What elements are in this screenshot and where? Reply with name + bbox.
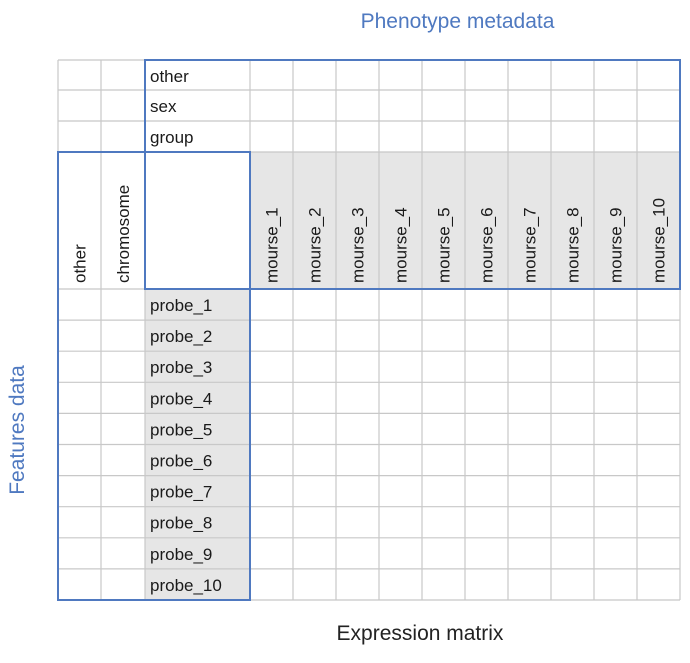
probe-label: probe_2 — [150, 327, 212, 346]
expression-matrix-title: Expression matrix — [336, 622, 504, 645]
probe-label: probe_8 — [150, 514, 212, 533]
phenotype-row-label: other — [150, 67, 189, 86]
sample-label: mourse_2 — [306, 207, 325, 283]
feature-column-label: other — [71, 244, 90, 283]
probe-label: probe_7 — [150, 483, 212, 502]
sample-label: mourse_7 — [521, 207, 540, 283]
probe-label: probe_4 — [150, 389, 212, 408]
sample-label: mourse_5 — [435, 207, 454, 283]
feature-column-label: chromosome — [114, 185, 133, 283]
sample-label: mourse_3 — [349, 207, 368, 283]
sample-label: mourse_8 — [564, 207, 583, 283]
probe-label: probe_5 — [150, 420, 212, 439]
probe-label: probe_9 — [150, 545, 212, 564]
sample-label: mourse_1 — [263, 207, 282, 283]
sample-label: mourse_6 — [478, 207, 497, 283]
sample-label: mourse_4 — [392, 207, 411, 283]
phenotype-metadata-outline — [144, 59, 681, 290]
features-data-outline — [57, 151, 251, 601]
probe-label: probe_6 — [150, 452, 212, 471]
phenotype-row-label: sex — [150, 97, 177, 116]
phenotype-row-label: group — [150, 128, 193, 147]
sample-label: mourse_10 — [650, 198, 669, 283]
phenotype-metadata-title: Phenotype metadata — [360, 10, 555, 33]
probe-label: probe_3 — [150, 358, 212, 377]
probe-label: probe_10 — [150, 576, 222, 595]
probe-label: probe_1 — [150, 296, 212, 315]
sample-label: mourse_9 — [607, 207, 626, 283]
region-outlines — [57, 59, 681, 601]
